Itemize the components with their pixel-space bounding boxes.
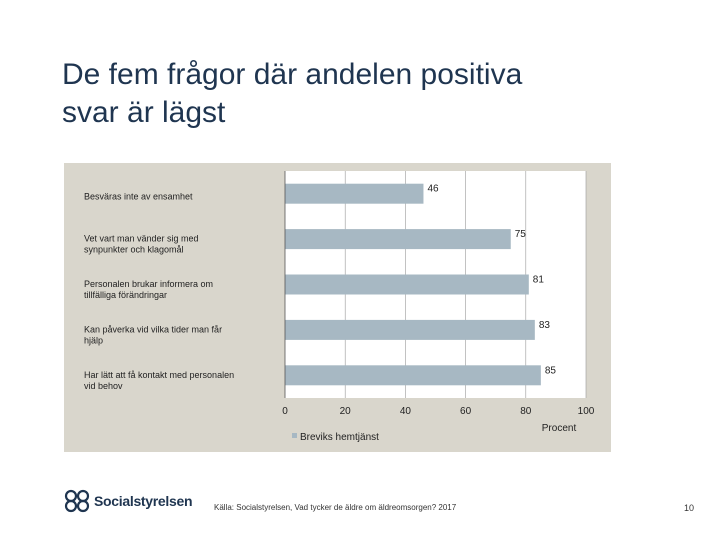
data-label: 81 bbox=[533, 275, 545, 286]
socialstyrelsen-logo: Socialstyrelsen bbox=[64, 487, 193, 515]
data-label: 46 bbox=[427, 184, 439, 195]
slide-title: De fem frågor där andelen positiva svar … bbox=[62, 58, 523, 129]
x-tick-label: 40 bbox=[400, 406, 412, 417]
category-label: Personalen brukar informera om tillfällig… bbox=[84, 279, 213, 300]
bar bbox=[285, 274, 529, 295]
source-note: Källa: Socialstyrelsen, Vad tycker de äl… bbox=[214, 503, 457, 512]
bar bbox=[285, 319, 535, 340]
data-label: 83 bbox=[539, 320, 551, 331]
bar bbox=[285, 229, 511, 250]
x-tick-label: 60 bbox=[460, 406, 472, 417]
data-label: 75 bbox=[515, 229, 527, 240]
category-label: Kan påverka vid vilka tider man får hjälp bbox=[84, 324, 222, 345]
x-tick-label: 100 bbox=[578, 406, 595, 417]
page-number: 10 bbox=[684, 503, 695, 513]
x-tick-label: 20 bbox=[340, 406, 352, 417]
legend-swatch bbox=[292, 433, 297, 438]
bar bbox=[285, 183, 424, 204]
x-tick-label: 0 bbox=[282, 406, 288, 417]
logo-emblem-icon bbox=[64, 489, 90, 513]
legend-label: Breviks hemtjänst bbox=[300, 432, 379, 443]
logo-text: Socialstyrelsen bbox=[94, 493, 193, 509]
category-label: Har lätt att få kontakt med personalen vi… bbox=[84, 370, 234, 391]
data-label: 85 bbox=[545, 365, 557, 376]
category-label: Vet vart man vänder sig med synpunkter oc… bbox=[84, 234, 199, 255]
category-label: Besväras inte av ensamhet bbox=[84, 192, 193, 202]
chart-panel: 46 Besväras inte av ensamhet 75 Vet vart ma… bbox=[64, 163, 611, 452]
x-axis-title: Procent bbox=[542, 423, 577, 434]
x-tick-label: 80 bbox=[520, 406, 532, 417]
bar-chart: 46 Besväras inte av ensamhet 75 Vet vart ma… bbox=[84, 171, 595, 443]
bar bbox=[285, 365, 541, 386]
